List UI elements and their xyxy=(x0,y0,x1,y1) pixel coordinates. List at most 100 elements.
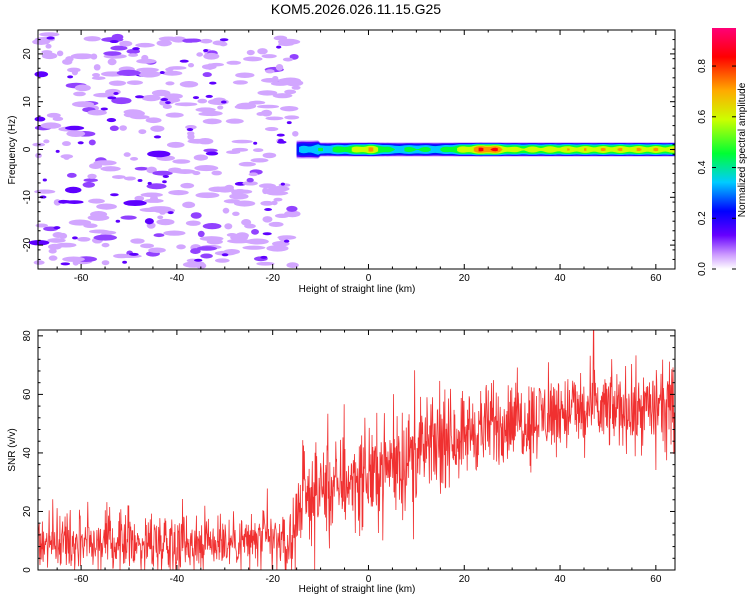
noise-blob xyxy=(208,186,228,193)
noise-blob xyxy=(119,40,133,47)
x-tick-label: 60 xyxy=(650,273,662,284)
noise-blob xyxy=(130,238,145,244)
noise-blob xyxy=(123,152,131,157)
noise-blob xyxy=(35,152,42,159)
noise-blob xyxy=(90,210,108,218)
noise-blob xyxy=(165,112,184,118)
band-contour xyxy=(584,148,587,151)
noise-blob xyxy=(47,238,66,243)
signal-band xyxy=(296,140,675,159)
noise-blob xyxy=(33,260,45,265)
noise-blob xyxy=(119,125,127,131)
noise-blob xyxy=(41,52,58,60)
noise-speck xyxy=(72,236,78,240)
colorbar-tick-label: 0.2 xyxy=(697,211,708,225)
noise-blob xyxy=(63,154,70,160)
band-contour xyxy=(617,147,623,152)
noise-blob xyxy=(134,195,145,202)
colorbar-ticks: 0.0 0.2 0.4 0.6 0.8 xyxy=(697,59,736,276)
noise-blob xyxy=(136,67,159,73)
noise-blob xyxy=(145,117,162,124)
noise-speck xyxy=(283,239,290,243)
band-contour xyxy=(318,147,323,152)
noise-blob xyxy=(257,104,280,109)
noise-speck xyxy=(60,262,71,266)
y-tick-label: 0 xyxy=(22,146,33,152)
noise-blob xyxy=(217,105,224,110)
x-tick-label: -60 xyxy=(74,574,89,585)
noise-blob xyxy=(88,198,105,204)
noise-blob xyxy=(219,41,228,47)
noise-blob xyxy=(226,150,241,155)
noise-blob xyxy=(163,230,186,236)
noise-blob xyxy=(248,172,259,177)
noise-blob xyxy=(187,133,195,141)
noise-blob xyxy=(203,52,220,60)
band-contour xyxy=(600,147,606,152)
noise-blob xyxy=(252,148,264,153)
noise-blob xyxy=(238,161,256,167)
band-contour xyxy=(457,145,675,154)
noise-speck xyxy=(286,121,292,125)
noise-blob xyxy=(116,69,141,76)
noise-blob xyxy=(172,159,191,164)
noise-blob xyxy=(187,63,195,68)
noise-blob xyxy=(64,125,85,131)
y-tick-label: 20 xyxy=(22,48,33,60)
noise-blob xyxy=(130,114,150,120)
noise-blob xyxy=(144,218,154,225)
noise-speck xyxy=(42,178,47,182)
noise-blob xyxy=(88,229,110,234)
noise-speck xyxy=(192,96,200,100)
noise-blob xyxy=(282,57,294,62)
noise-blob xyxy=(206,239,223,245)
noise-blob xyxy=(68,219,92,226)
x-tick-label: -40 xyxy=(170,273,185,284)
noise-blob xyxy=(150,125,165,132)
noise-blob xyxy=(180,182,195,189)
noise-blob xyxy=(268,221,284,227)
noise-blob xyxy=(233,189,247,194)
noise-blob xyxy=(273,197,283,202)
noise-speck xyxy=(179,59,189,63)
colorbar-tick-label: 0.8 xyxy=(697,59,708,73)
y-tick-label: 80 xyxy=(22,330,33,342)
noise-blob xyxy=(176,244,186,250)
noise-blob xyxy=(107,58,117,66)
noise-speck xyxy=(159,71,165,75)
x-tick-label: 0 xyxy=(366,273,372,284)
x-tick-label: -20 xyxy=(265,574,280,585)
noise-blob xyxy=(284,89,297,95)
noise-speck xyxy=(280,182,285,186)
noise-speck xyxy=(186,128,194,132)
noise-blob xyxy=(268,185,290,192)
noise-blob xyxy=(159,99,168,106)
noise-blob xyxy=(106,118,117,123)
noise-blob xyxy=(138,70,161,78)
noise-blob xyxy=(284,115,300,120)
noise-speck xyxy=(100,107,108,111)
noise-blob xyxy=(196,246,218,251)
noise-blob xyxy=(231,139,253,144)
noise-blob xyxy=(232,80,248,85)
x-tick-label: 20 xyxy=(459,574,471,585)
noise-blob xyxy=(202,72,212,78)
noise-blob xyxy=(146,183,167,190)
noise-blob xyxy=(100,166,121,172)
band-contour xyxy=(368,147,374,152)
noise-blob xyxy=(257,48,268,55)
noise-blob xyxy=(272,93,293,99)
noise-blob xyxy=(292,130,299,137)
noise-blob xyxy=(156,218,175,226)
noise-blob xyxy=(170,36,187,43)
noise-speck xyxy=(55,149,60,153)
noise-blob xyxy=(74,84,91,92)
noise-blob xyxy=(61,141,71,147)
x-tick-label: -40 xyxy=(170,574,185,585)
noise-speck xyxy=(219,38,229,42)
noise-blob xyxy=(197,98,208,104)
noise-speck xyxy=(46,36,55,40)
spectrogram-chart: -60 -40 -20 0 20 40 60 -20 -10 0 10 20 Height of s… xyxy=(7,28,748,295)
noise-blob xyxy=(261,54,277,59)
noise-speck xyxy=(113,91,119,95)
